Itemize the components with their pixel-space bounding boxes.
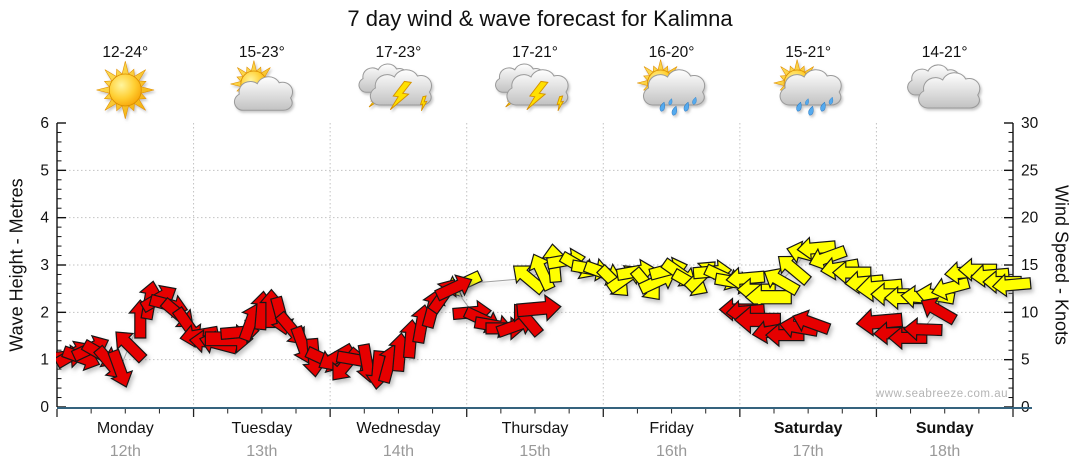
wind-arrow xyxy=(796,236,837,261)
day-label: Monday xyxy=(97,420,154,437)
x-axis: Monday 12th 12-24° Tuesday 13th 15-23° Wednesd… xyxy=(56,44,1032,460)
day-label: Wednesday xyxy=(356,420,440,437)
wave-swell-arrows-fri-sat xyxy=(718,297,832,348)
swell-arrow xyxy=(920,297,958,326)
weather-icon-sunny xyxy=(96,61,155,119)
temperature-range: 17-21° xyxy=(512,44,558,61)
swell-arrow xyxy=(115,331,148,364)
weather-icon-cloudy xyxy=(907,64,981,109)
weather-icon-sun-showers xyxy=(637,59,706,116)
left-axis-tick-label: 2 xyxy=(40,304,49,321)
right-axis-tick-label: 10 xyxy=(1021,304,1039,321)
day-date: 18th xyxy=(929,443,960,460)
left-axis-tick-label: 6 xyxy=(40,115,49,132)
day-label: Sunday xyxy=(916,420,974,437)
wave-swell-arrows-mon-thu xyxy=(56,274,562,390)
day-label: Tuesday xyxy=(231,420,292,437)
wind-arrow xyxy=(991,273,1032,298)
temperature-range: 15-21° xyxy=(785,44,831,61)
swell-arrow xyxy=(516,294,562,322)
day-date: 17th xyxy=(793,443,824,460)
day-date: 13th xyxy=(246,443,277,460)
day-date: 14th xyxy=(383,443,414,460)
left-axis-tick-label: 3 xyxy=(40,257,49,274)
right-axis-tick-label: 25 xyxy=(1021,162,1038,179)
weather-icon-sun-showers xyxy=(773,59,842,116)
right-axis-tick-label: 15 xyxy=(1021,257,1038,274)
page-title: 7 day wind & wave forecast for Kalimna xyxy=(347,6,733,31)
swell-arrow xyxy=(792,309,832,336)
right-axis-tick-label: 5 xyxy=(1021,352,1030,369)
temperature-range: 16-20° xyxy=(649,44,695,61)
left-axis-tick-label: 5 xyxy=(40,162,49,179)
day-label: Saturday xyxy=(774,420,843,437)
left-axis-tick-label: 1 xyxy=(40,352,49,369)
watermark: www.seabreeze.com.au xyxy=(875,388,1008,400)
right-axis-tick-label: 30 xyxy=(1021,115,1039,132)
right-axis-tick-label: 20 xyxy=(1021,210,1039,227)
weather-icon-thunderstorm xyxy=(358,63,432,112)
weather-icon-thunderstorm xyxy=(495,63,569,112)
left-axis-tick-label: 4 xyxy=(40,210,49,227)
day-label: Thursday xyxy=(502,420,569,437)
day-date: 15th xyxy=(519,443,550,460)
left-axis-tick-label: 0 xyxy=(40,399,49,416)
wind-arrow xyxy=(808,244,848,271)
wind-speed-arrows xyxy=(444,236,1032,312)
wind-arrow xyxy=(725,266,766,292)
day-label: Friday xyxy=(649,420,693,437)
wave-swell-arrows-sun xyxy=(855,297,958,351)
swell-arrow xyxy=(107,348,134,388)
day-date: 16th xyxy=(656,443,687,460)
temperature-range: 15-23° xyxy=(239,44,285,61)
wind-arrow xyxy=(777,255,813,287)
wind-arrow xyxy=(763,267,801,297)
swell-arrow xyxy=(902,316,943,342)
weather-icon-partly-cloudy xyxy=(230,60,294,111)
temperature-range: 12-24° xyxy=(102,44,148,61)
temperature-range: 14-21° xyxy=(922,44,968,61)
swell-arrow xyxy=(434,274,473,302)
temperature-range: 17-23° xyxy=(376,44,422,61)
swell-arrow xyxy=(855,307,904,337)
day-date: 12th xyxy=(110,443,141,460)
